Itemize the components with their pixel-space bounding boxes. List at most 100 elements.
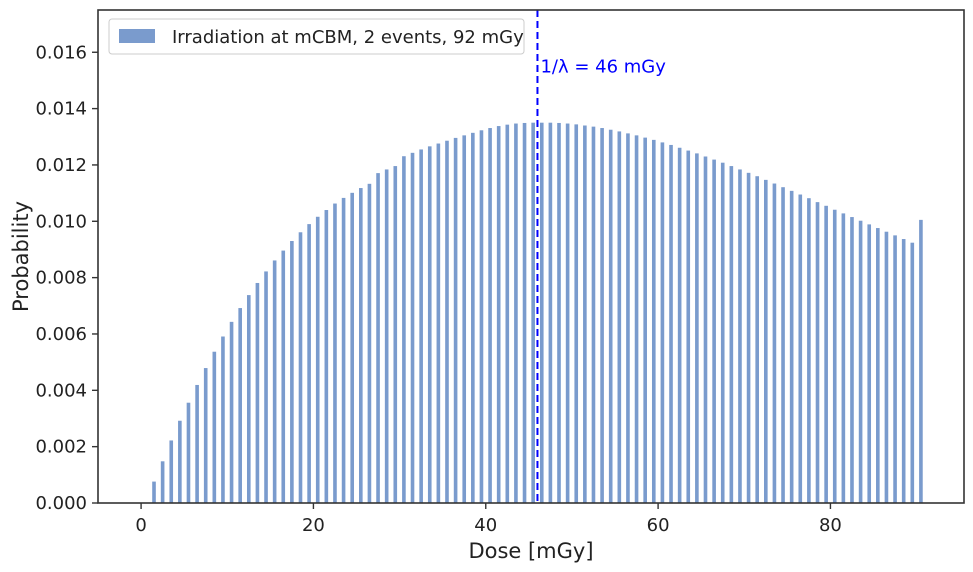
bar — [359, 188, 363, 503]
x-axis-ticks: 0 20 40 60 80 — [135, 503, 842, 536]
mean-dose-annotation: 1/λ = 46 mGy — [540, 56, 666, 77]
bar — [402, 156, 406, 503]
bar — [479, 130, 484, 504]
bar — [453, 137, 458, 503]
bar — [858, 220, 863, 503]
bar — [746, 172, 751, 503]
bar — [427, 146, 432, 503]
bar — [919, 219, 923, 503]
bar — [591, 126, 596, 504]
bar — [738, 169, 742, 503]
bar — [514, 123, 518, 504]
bar — [341, 197, 346, 503]
bar — [410, 152, 415, 503]
bar — [755, 176, 760, 503]
plot-frame — [97, 9, 965, 504]
bar — [203, 368, 208, 503]
y-tick-label: 0.000 — [35, 493, 87, 514]
bar — [246, 295, 251, 503]
bar — [626, 133, 630, 503]
bar — [160, 461, 165, 503]
y-tick-label: 0.014 — [35, 99, 87, 120]
bar — [910, 242, 915, 504]
y-tick-label: 0.004 — [35, 380, 87, 401]
y-axis-ticks: 0.000 0.002 0.004 0.006 0.008 0.010 0.012 0.014… — [35, 42, 98, 514]
bar — [505, 124, 510, 503]
legend-box — [108, 18, 525, 55]
bar — [488, 128, 492, 504]
bar — [712, 159, 716, 504]
bar — [186, 402, 191, 503]
y-axis-title: Probability — [9, 201, 33, 312]
bar — [471, 132, 475, 503]
bar — [617, 131, 622, 503]
bar — [419, 149, 423, 503]
bar — [634, 135, 639, 503]
bar — [445, 140, 449, 503]
bar — [677, 147, 682, 503]
bar — [781, 187, 785, 503]
bar — [557, 122, 561, 503]
bar — [876, 228, 880, 503]
bar — [669, 144, 673, 503]
bar — [832, 209, 837, 504]
bar — [608, 129, 613, 503]
bar — [462, 135, 467, 503]
bar — [315, 216, 320, 503]
bar — [729, 166, 734, 504]
bar — [384, 169, 389, 503]
bar — [850, 217, 854, 503]
x-tick-label: 40 — [474, 515, 497, 536]
bar — [255, 282, 260, 503]
bar — [686, 150, 691, 503]
x-tick-label: 80 — [819, 515, 842, 536]
bar — [281, 250, 286, 503]
bar — [772, 183, 777, 503]
bar — [565, 123, 570, 504]
bar — [824, 205, 828, 503]
bar — [703, 156, 708, 503]
bar — [643, 137, 647, 503]
bar — [350, 192, 355, 503]
bar — [789, 190, 794, 503]
bar — [867, 224, 872, 503]
bar — [893, 235, 897, 503]
bar — [367, 183, 372, 503]
legend-label: Irradiation at mCBM, 2 events, 92 mGy — [172, 27, 524, 48]
bar — [600, 128, 604, 504]
bar — [496, 126, 501, 503]
bar — [436, 143, 441, 503]
bar — [884, 231, 889, 503]
bar — [272, 260, 277, 503]
bar — [178, 420, 182, 503]
bar — [298, 232, 303, 503]
bar — [574, 124, 579, 503]
bar — [583, 125, 587, 503]
bar — [841, 213, 846, 504]
bar — [195, 384, 199, 503]
bar — [324, 210, 329, 503]
y-tick-label: 0.016 — [35, 42, 87, 63]
bar — [152, 481, 156, 503]
bar — [169, 440, 174, 503]
x-tick-label: 60 — [647, 515, 670, 536]
bars-group — [152, 122, 923, 504]
bar — [901, 239, 906, 504]
bar — [815, 202, 820, 503]
bar — [539, 122, 544, 503]
x-axis-title: Dose [mGy] — [468, 539, 593, 563]
bar — [531, 122, 535, 503]
bar — [376, 173, 380, 504]
bar — [238, 308, 242, 503]
bar — [221, 336, 225, 503]
y-tick-label: 0.008 — [35, 268, 87, 289]
bar — [660, 142, 665, 504]
bar — [229, 321, 234, 503]
bar — [764, 179, 768, 503]
legend-swatch — [119, 29, 155, 43]
bar — [651, 139, 656, 503]
y-tick-label: 0.002 — [35, 437, 87, 458]
y-tick-label: 0.012 — [35, 155, 87, 176]
bar — [548, 122, 553, 503]
x-tick-label: 0 — [135, 515, 146, 536]
